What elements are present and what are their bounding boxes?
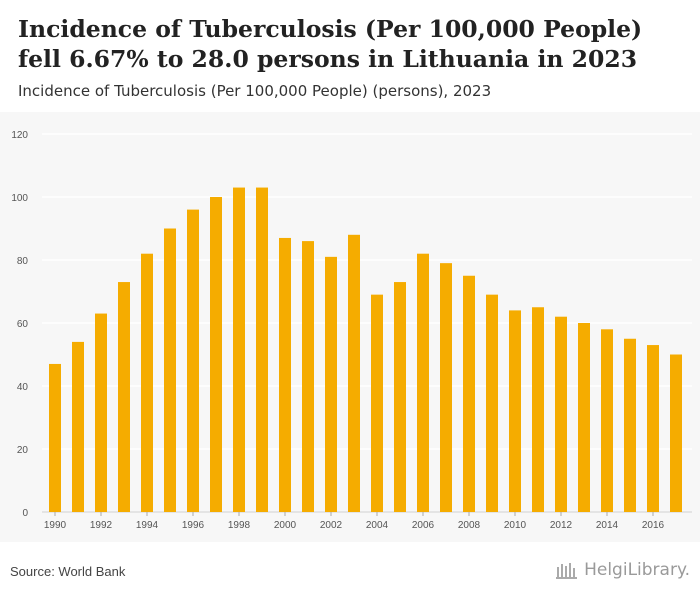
bar-1994 xyxy=(141,253,153,512)
bar-2001 xyxy=(302,241,314,512)
bar-2010 xyxy=(509,310,521,512)
bar-2000 xyxy=(279,237,291,512)
bar-1996 xyxy=(187,209,199,512)
x-tick-label: 2016 xyxy=(642,520,665,531)
bar-2012 xyxy=(555,316,567,512)
bar-1992 xyxy=(95,313,107,512)
logo-text: HelgiLibrary. xyxy=(584,560,690,580)
chart-subtitle: Incidence of Tuberculosis (Per 100,000 P… xyxy=(18,82,492,100)
x-tick-label: 1998 xyxy=(228,520,251,531)
x-tick-label: 1996 xyxy=(182,520,205,531)
chart-title: Incidence of Tuberculosis (Per 100,000 P… xyxy=(18,15,643,73)
bar-2002 xyxy=(325,256,337,512)
x-tick-label: 1990 xyxy=(44,520,67,531)
y-tick-label: 20 xyxy=(17,445,29,456)
bar-2017 xyxy=(670,354,682,512)
x-tick-label: 2010 xyxy=(504,520,527,531)
x-tick-label: 2000 xyxy=(274,520,297,531)
x-tick-label: 2014 xyxy=(596,520,619,531)
bar-1995 xyxy=(164,228,176,512)
bar-2003 xyxy=(348,234,360,513)
bar-2007 xyxy=(440,263,452,512)
bar-1998 xyxy=(233,187,245,513)
bar-1999 xyxy=(256,187,268,513)
y-tick-label: 80 xyxy=(17,256,29,267)
y-tick-label: 0 xyxy=(22,508,28,519)
bar-1991 xyxy=(72,341,84,512)
bar-2014 xyxy=(601,329,613,512)
x-tick-label: 1992 xyxy=(90,520,113,531)
x-tick-label: 2008 xyxy=(458,520,481,531)
bar-2005 xyxy=(394,282,406,512)
source-note: Source: World Bank xyxy=(10,564,126,579)
bar-1997 xyxy=(210,197,222,512)
bar-chart: 0 20 40 60 80 100 120 1990 1992 1994 1996 1998 2000 2… xyxy=(11,130,692,531)
bar-2009 xyxy=(486,294,498,512)
x-tick-label: 2002 xyxy=(320,520,343,531)
library-icon xyxy=(556,563,578,579)
y-tick-label: 60 xyxy=(17,319,29,330)
footer xyxy=(0,542,700,596)
bar-1990 xyxy=(49,363,61,512)
y-tick-label: 40 xyxy=(17,382,29,393)
header: Incidence of Tuberculosis (Per 100,000 P… xyxy=(0,0,700,112)
bar-2006 xyxy=(417,253,429,512)
bar-2016 xyxy=(647,345,659,512)
y-tick-label: 120 xyxy=(11,130,28,141)
bar-2015 xyxy=(624,338,636,512)
x-tick-label: 2004 xyxy=(366,520,389,531)
bar-1993 xyxy=(118,282,130,512)
x-tick-label: 2006 xyxy=(412,520,435,531)
x-tick-label: 2012 xyxy=(550,520,573,531)
bar-2013 xyxy=(578,323,590,512)
y-tick-label: 100 xyxy=(11,193,28,204)
bar-2011 xyxy=(532,307,544,512)
bar-2004 xyxy=(371,294,383,512)
x-tick-label: 1994 xyxy=(136,520,159,531)
bar-2008 xyxy=(463,275,475,512)
helgi-library-logo[interactable]: HelgiLibrary. xyxy=(556,560,690,580)
